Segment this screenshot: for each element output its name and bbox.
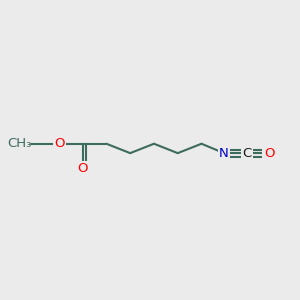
Text: O: O xyxy=(264,147,274,160)
Text: N: N xyxy=(219,147,229,160)
Text: CH₃: CH₃ xyxy=(7,137,31,150)
Text: C: C xyxy=(243,147,252,160)
Text: O: O xyxy=(54,137,65,150)
Text: O: O xyxy=(77,162,88,175)
